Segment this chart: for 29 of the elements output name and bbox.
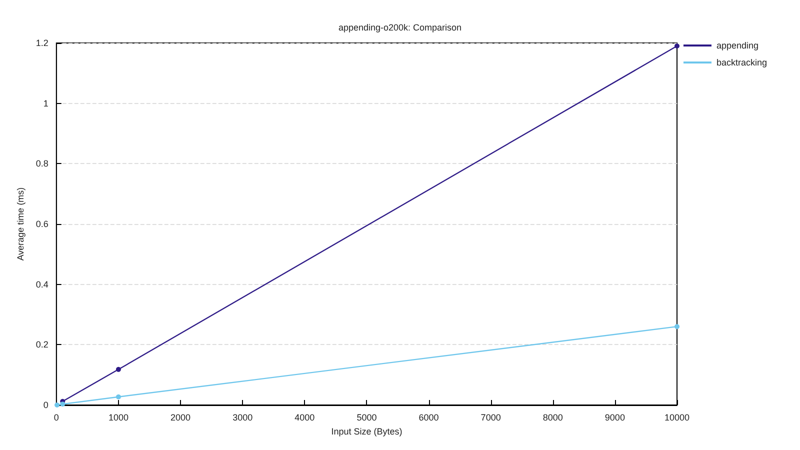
chart-title: appending-o200k: Comparison [338, 22, 462, 32]
x-tick-label: 0 [54, 412, 59, 422]
x-tick-label: 1000 [108, 412, 128, 422]
x-tick-label: 4000 [294, 412, 315, 422]
x-tick-label: 5000 [356, 412, 377, 422]
x-tick-label: 10000 [664, 412, 690, 422]
x-tick-label: 6000 [418, 412, 439, 422]
x-tick-label: 3000 [232, 412, 253, 422]
legend-label: backtracking [716, 58, 768, 68]
point [60, 402, 66, 407]
y-tick-label: 0.2 [36, 340, 48, 350]
legend-label: appending [716, 40, 759, 50]
y-tick-label: 0.6 [36, 219, 48, 229]
y-tick-label: 0.4 [36, 279, 48, 290]
y-tick-label: 1 [43, 98, 48, 108]
point [116, 366, 121, 372]
y-tick-label: 1.2 [36, 38, 48, 48]
y-tick-label: 0 [43, 400, 48, 410]
point [54, 402, 60, 408]
x-tick-label: 8000 [542, 412, 563, 422]
point [674, 324, 680, 330]
x-tick-label: 7000 [480, 412, 501, 422]
x-tick-label: 9000 [604, 412, 625, 422]
point [674, 44, 680, 49]
x-tick-label: 2000 [170, 412, 191, 422]
y-tick-label: 0.8 [36, 158, 48, 169]
point [116, 394, 121, 400]
y-axis-title: Average time (ms) [16, 187, 26, 261]
x-axis-title: Input Size (Bytes) [331, 426, 402, 436]
